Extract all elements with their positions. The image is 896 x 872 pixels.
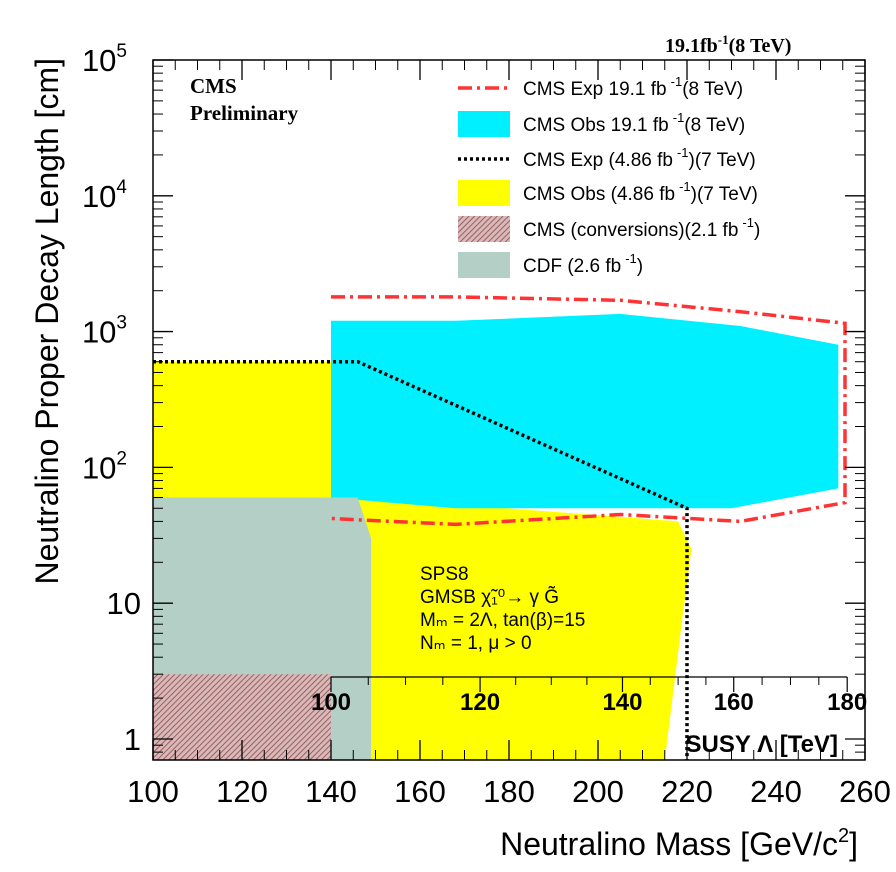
legend-swatch (458, 111, 510, 137)
x-tick-label: 240 (750, 774, 802, 809)
y-tick-exp: 3 (116, 313, 127, 334)
secondary-axis: 100 120 140 160 180 SUSY Λ [TeV] (311, 676, 867, 758)
cms-obs-8tev-region (331, 313, 839, 509)
annotation-line-4: Nₘ = 1, μ > 0 (420, 633, 532, 654)
legend-label: CMS Exp (4.86 fb -1)(7 TeV) (523, 145, 756, 171)
legend-label-sup: -1 (679, 179, 691, 194)
x-axis-title-sup: 2 (838, 825, 849, 847)
cms-conversions-region (153, 674, 331, 760)
legend-label-tail: (8 TeV) (682, 79, 743, 100)
luminosity-label: 19.1fb-1(8 TeV) (665, 32, 791, 57)
y-tick-label: 104 (82, 177, 127, 214)
legend-label: CMS Exp 19.1 fb -1(8 TeV) (523, 74, 743, 100)
legend-label-sup: -1 (742, 215, 754, 230)
y-tick-label: 103 (82, 313, 127, 350)
secondary-tick-label: 160 (714, 689, 754, 716)
region-layer (153, 295, 847, 760)
y-tick-base: 10 (82, 450, 116, 485)
legend-label-tail: ) (754, 220, 760, 241)
legend-label-text: CDF (2.6 fb (523, 256, 621, 277)
legend-label-sup: -1 (677, 145, 689, 160)
x-tick-label: 260 (839, 774, 891, 809)
legend-label-tail: )(7 TeV) (691, 184, 758, 205)
y-tick-base: 10 (82, 43, 116, 78)
legend: CMS Exp 19.1 fb -1(8 TeV)CMS Obs 19.1 fb -… (458, 74, 760, 278)
x-tick-label: 140 (305, 774, 357, 809)
x-tick-label: 200 (572, 774, 624, 809)
legend-label: CMS (conversions)(2.1 fb -1) (523, 215, 760, 241)
legend-label-tail: )(7 TeV) (689, 150, 756, 171)
axes-layer: 100 120 140 160 180 200 220 240 2601101021031041… (82, 41, 891, 809)
secondary-tick-label: 140 (602, 689, 642, 716)
legend-label-sup: -1 (671, 74, 683, 89)
cms-exp-8tev-line (330, 295, 847, 527)
y-tick-label: 10 (107, 586, 141, 621)
y-tick-exp: 2 (116, 448, 127, 469)
y-tick-label: 102 (82, 448, 127, 485)
legend-label-text: CMS Exp (4.86 fb (523, 150, 673, 171)
legend-swatch (458, 216, 510, 242)
legend-label-sup: -1 (625, 251, 637, 266)
legend-label: CDF (2.6 fb -1) (523, 251, 643, 277)
y-tick-exp: 4 (116, 177, 127, 198)
x-tick-label: 160 (394, 774, 446, 809)
y-tick-exp: 5 (116, 41, 127, 62)
y-tick-label: 1 (124, 722, 141, 757)
legend-label: CMS Obs 19.1 fb -1(8 TeV) (523, 110, 745, 136)
annotation-line-1: SPS8 (420, 564, 469, 585)
legend-swatch (458, 180, 510, 206)
luminosity-sup: -1 (718, 32, 729, 47)
legend-label-text: CMS Exp 19.1 fb (523, 79, 667, 100)
secondary-axis-title: SUSY Λ [TeV] (686, 731, 838, 758)
legend-label-sup: -1 (673, 110, 685, 125)
cms-label: CMS (190, 74, 237, 98)
x-tick-label: 120 (216, 774, 268, 809)
luminosity-energy: (8 TeV) (729, 35, 792, 57)
x-axis-title-close: ] (849, 826, 858, 862)
y-tick-label: 105 (82, 41, 127, 78)
legend-label-text: CMS Obs 19.1 fb (523, 115, 669, 136)
secondary-tick-label: 180 (827, 689, 867, 716)
model-annotation: SPS8 GMSB χ̃₁⁰→ γ G̃ Mₘ = 2Λ, tan(β)=15 … (420, 564, 585, 654)
secondary-tick-label: 120 (460, 689, 500, 716)
annotation-line-2: GMSB χ̃₁⁰→ γ G̃ (420, 586, 559, 608)
y-tick-base: 10 (82, 315, 116, 350)
annotation-line-3: Mₘ = 2Λ, tan(β)=15 (420, 610, 585, 631)
x-tick-label: 180 (483, 774, 535, 809)
y-tick-base: 10 (82, 179, 116, 214)
y-axis-title: Neutralino Proper Decay Length [cm] (29, 58, 65, 584)
x-axis-title: Neutralino Mass [GeV/c2] (500, 825, 858, 862)
x-tick-label: 220 (661, 774, 713, 809)
legend-label: CMS Obs (4.86 fb -1)(7 TeV) (523, 179, 758, 205)
legend-label-text: CMS (conversions)(2.1 fb (523, 220, 738, 241)
x-axis-title-text: Neutralino Mass [GeV/c (500, 826, 838, 862)
legend-label-tail: (8 TeV) (684, 115, 745, 136)
secondary-tick-label: 100 (311, 689, 351, 716)
x-tick-label: 100 (127, 774, 179, 809)
preliminary-label: Preliminary (190, 101, 299, 125)
legend-label-text: CMS Obs (4.86 fb (523, 184, 675, 205)
luminosity-value: 19.1fb (665, 35, 718, 57)
legend-label-tail: ) (637, 256, 643, 277)
cms-exp-7tev-line (153, 359, 689, 760)
legend-swatch (458, 252, 510, 278)
